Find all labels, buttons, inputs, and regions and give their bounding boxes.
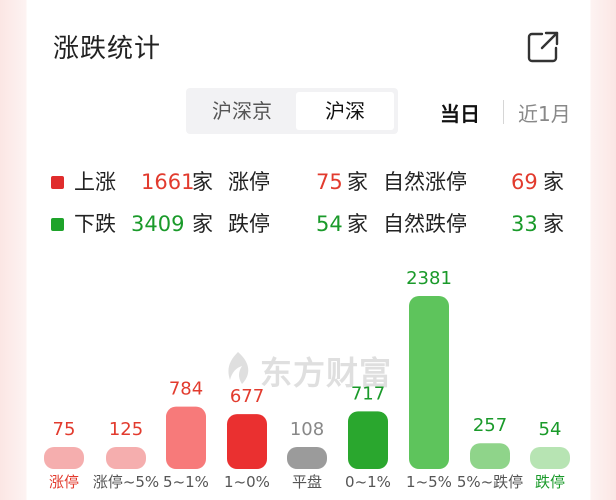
bar-7[interactable] [470,443,510,469]
category-label-1: 涨停~5% [93,473,159,491]
limit-down-count: 54 [316,212,343,236]
bar-value-5: 717 [351,383,385,404]
page-title: 涨跌统计 [53,34,162,64]
bar-6[interactable] [409,296,449,469]
limit-up-count: 75 [316,170,343,194]
bar-5[interactable] [348,411,388,469]
stats-card [27,0,590,500]
distribution-chart: 75 涨停 125 涨停~5% 784 5~1% 677 1~0% 108 平盘 717 0~1% 23… [0,255,616,500]
segment-option-hushenjing[interactable]: 沪深京 [212,99,272,123]
natural-limit-up-unit: 家 [543,170,564,194]
bar-1[interactable] [106,447,146,469]
fall-unit: 家 [192,212,213,236]
fall-stats-row: 下跌 3409 家 跌停 54 家 自然跌停 33 家 [0,209,616,239]
bar-8[interactable] [530,447,570,469]
bar-value-7: 257 [473,415,507,436]
fall-legend-square [51,218,64,231]
bar-value-6: 2381 [406,268,452,289]
category-label-0: 涨停 [49,473,79,491]
bar-value-4: 108 [290,419,324,440]
rise-legend-square [51,176,64,189]
category-label-7: 5%~跌停 [457,473,523,491]
bar-value-8: 54 [539,419,562,440]
natural-limit-up-count: 69 [511,170,538,194]
period-tab-today[interactable]: 当日 [440,102,480,126]
category-label-8: 跌停 [535,473,565,491]
category-label-3: 1~0% [224,473,270,491]
limit-down-label: 跌停 [228,212,270,236]
limit-down-unit: 家 [347,212,368,236]
market-segment-control: 沪深京 沪深 [186,88,398,134]
bar-2[interactable] [166,406,206,469]
share-external-icon[interactable] [526,30,560,64]
natural-limit-up-label: 自然涨停 [383,170,467,194]
limit-up-unit: 家 [347,170,368,194]
period-tab-month[interactable]: 近1月 [518,102,571,126]
natural-limit-down-label: 自然跌停 [383,212,467,236]
fall-label: 下跌 [74,212,116,236]
bar-4[interactable] [287,447,327,469]
bar-3[interactable] [227,414,267,469]
limit-up-label: 涨停 [228,170,270,194]
category-label-5: 0~1% [345,473,391,491]
bar-value-1: 125 [109,419,143,440]
category-label-4: 平盘 [292,473,322,491]
segment-option-hushen[interactable]: 沪深 [296,92,394,130]
category-label-2: 5~1% [163,473,209,491]
bar-value-2: 784 [169,379,203,400]
distribution-chart-svg: 75 涨停 125 涨停~5% 784 5~1% 677 1~0% 108 平盘 717 0~1% 23… [44,268,570,491]
rise-label: 上涨 [74,170,116,194]
rise-count: 1661 [141,170,195,194]
bar-value-0: 75 [53,419,76,440]
fall-count: 3409 [131,212,185,236]
rise-unit: 家 [192,170,213,194]
natural-limit-down-unit: 家 [543,212,564,236]
rise-stats-row: 上涨 1661 家 涨停 75 家 自然涨停 69 家 [0,167,616,197]
bar-0[interactable] [44,447,84,469]
bar-value-3: 677 [230,386,264,407]
natural-limit-down-count: 33 [511,212,538,236]
period-divider [503,100,504,124]
category-label-6: 1~5% [406,473,452,491]
